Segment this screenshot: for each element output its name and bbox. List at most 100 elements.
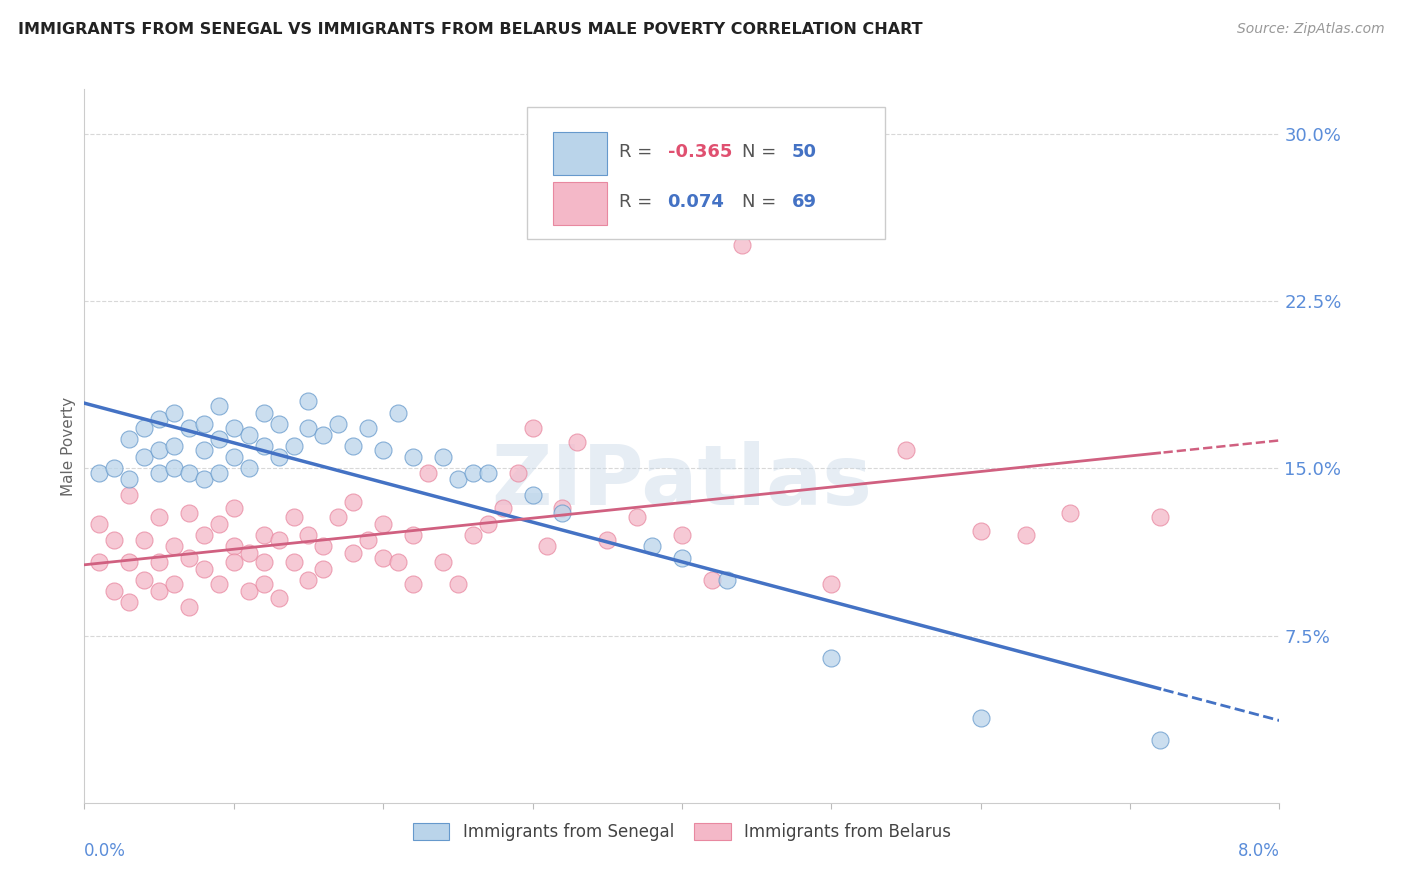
Point bbox=[373, 550, 395, 565]
Point bbox=[342, 439, 364, 453]
Point bbox=[596, 533, 619, 547]
Point bbox=[312, 562, 335, 576]
Point bbox=[208, 432, 231, 446]
Point bbox=[312, 427, 335, 442]
Point bbox=[238, 461, 260, 475]
Point bbox=[267, 533, 290, 547]
Point bbox=[89, 516, 111, 531]
Point bbox=[253, 405, 276, 419]
FancyBboxPatch shape bbox=[527, 107, 886, 239]
Point bbox=[283, 555, 305, 569]
Point bbox=[342, 494, 364, 508]
Point bbox=[103, 533, 125, 547]
Point bbox=[118, 473, 141, 487]
Text: -0.365: -0.365 bbox=[668, 143, 733, 161]
Bar bbox=[553, 132, 606, 175]
Point bbox=[148, 583, 170, 598]
Point bbox=[103, 583, 125, 598]
Point bbox=[432, 555, 454, 569]
Text: 50: 50 bbox=[792, 143, 817, 161]
Point bbox=[208, 466, 231, 480]
Point bbox=[177, 421, 200, 435]
Point bbox=[1149, 733, 1171, 747]
Point bbox=[671, 550, 693, 565]
Point bbox=[342, 546, 364, 560]
Point bbox=[432, 450, 454, 464]
Point bbox=[193, 562, 215, 576]
Point bbox=[177, 466, 200, 480]
Point bbox=[775, 198, 797, 212]
Point bbox=[1014, 528, 1036, 542]
Point bbox=[148, 443, 170, 458]
Point bbox=[373, 443, 395, 458]
Text: ZIPatlas: ZIPatlas bbox=[492, 442, 872, 522]
Point bbox=[253, 577, 276, 591]
Text: 69: 69 bbox=[792, 193, 817, 211]
Point bbox=[163, 439, 186, 453]
Point bbox=[373, 516, 395, 531]
Point bbox=[222, 450, 245, 464]
Point bbox=[132, 450, 156, 464]
Point bbox=[163, 461, 186, 475]
Point bbox=[118, 432, 141, 446]
Point bbox=[253, 555, 276, 569]
Point bbox=[506, 466, 529, 480]
Point bbox=[103, 461, 125, 475]
Point bbox=[671, 528, 693, 542]
Point bbox=[387, 555, 409, 569]
Point bbox=[522, 488, 544, 502]
Point bbox=[193, 528, 215, 542]
Point bbox=[177, 506, 200, 520]
Point bbox=[193, 417, 215, 431]
Point bbox=[626, 510, 648, 524]
Point bbox=[297, 528, 319, 542]
Point bbox=[208, 399, 231, 413]
Point bbox=[461, 466, 484, 480]
Point bbox=[312, 539, 335, 553]
Point bbox=[193, 443, 215, 458]
Point bbox=[222, 421, 245, 435]
Point bbox=[297, 573, 319, 587]
Text: 8.0%: 8.0% bbox=[1237, 842, 1279, 860]
Point bbox=[222, 555, 245, 569]
Point bbox=[267, 591, 290, 605]
Point bbox=[357, 533, 380, 547]
Point bbox=[238, 583, 260, 598]
Point bbox=[1059, 506, 1081, 520]
Bar bbox=[553, 182, 606, 225]
Point bbox=[222, 501, 245, 516]
Point bbox=[402, 528, 425, 542]
Point bbox=[551, 506, 574, 520]
Point bbox=[402, 577, 425, 591]
Point bbox=[267, 450, 290, 464]
Point bbox=[820, 577, 842, 591]
Point bbox=[89, 466, 111, 480]
Y-axis label: Male Poverty: Male Poverty bbox=[60, 396, 76, 496]
Point bbox=[148, 466, 170, 480]
Legend: Immigrants from Senegal, Immigrants from Belarus: Immigrants from Senegal, Immigrants from… bbox=[406, 816, 957, 848]
Point bbox=[208, 577, 231, 591]
Point bbox=[641, 539, 664, 553]
Point bbox=[283, 439, 305, 453]
Point bbox=[148, 412, 170, 426]
Point bbox=[447, 473, 470, 487]
Point bbox=[89, 555, 111, 569]
Point bbox=[163, 577, 186, 591]
Point bbox=[177, 599, 200, 614]
Text: 0.0%: 0.0% bbox=[84, 842, 127, 860]
Point bbox=[328, 510, 350, 524]
Point bbox=[267, 417, 290, 431]
Point bbox=[118, 555, 141, 569]
Point bbox=[1149, 510, 1171, 524]
Point bbox=[132, 533, 156, 547]
Point bbox=[163, 539, 186, 553]
Point bbox=[238, 427, 260, 442]
Point bbox=[970, 711, 993, 725]
Point bbox=[132, 573, 156, 587]
Text: N =: N = bbox=[742, 193, 782, 211]
Point bbox=[820, 651, 842, 665]
Text: R =: R = bbox=[619, 193, 658, 211]
Point bbox=[297, 394, 319, 409]
Point bbox=[177, 550, 200, 565]
Text: R =: R = bbox=[619, 143, 658, 161]
